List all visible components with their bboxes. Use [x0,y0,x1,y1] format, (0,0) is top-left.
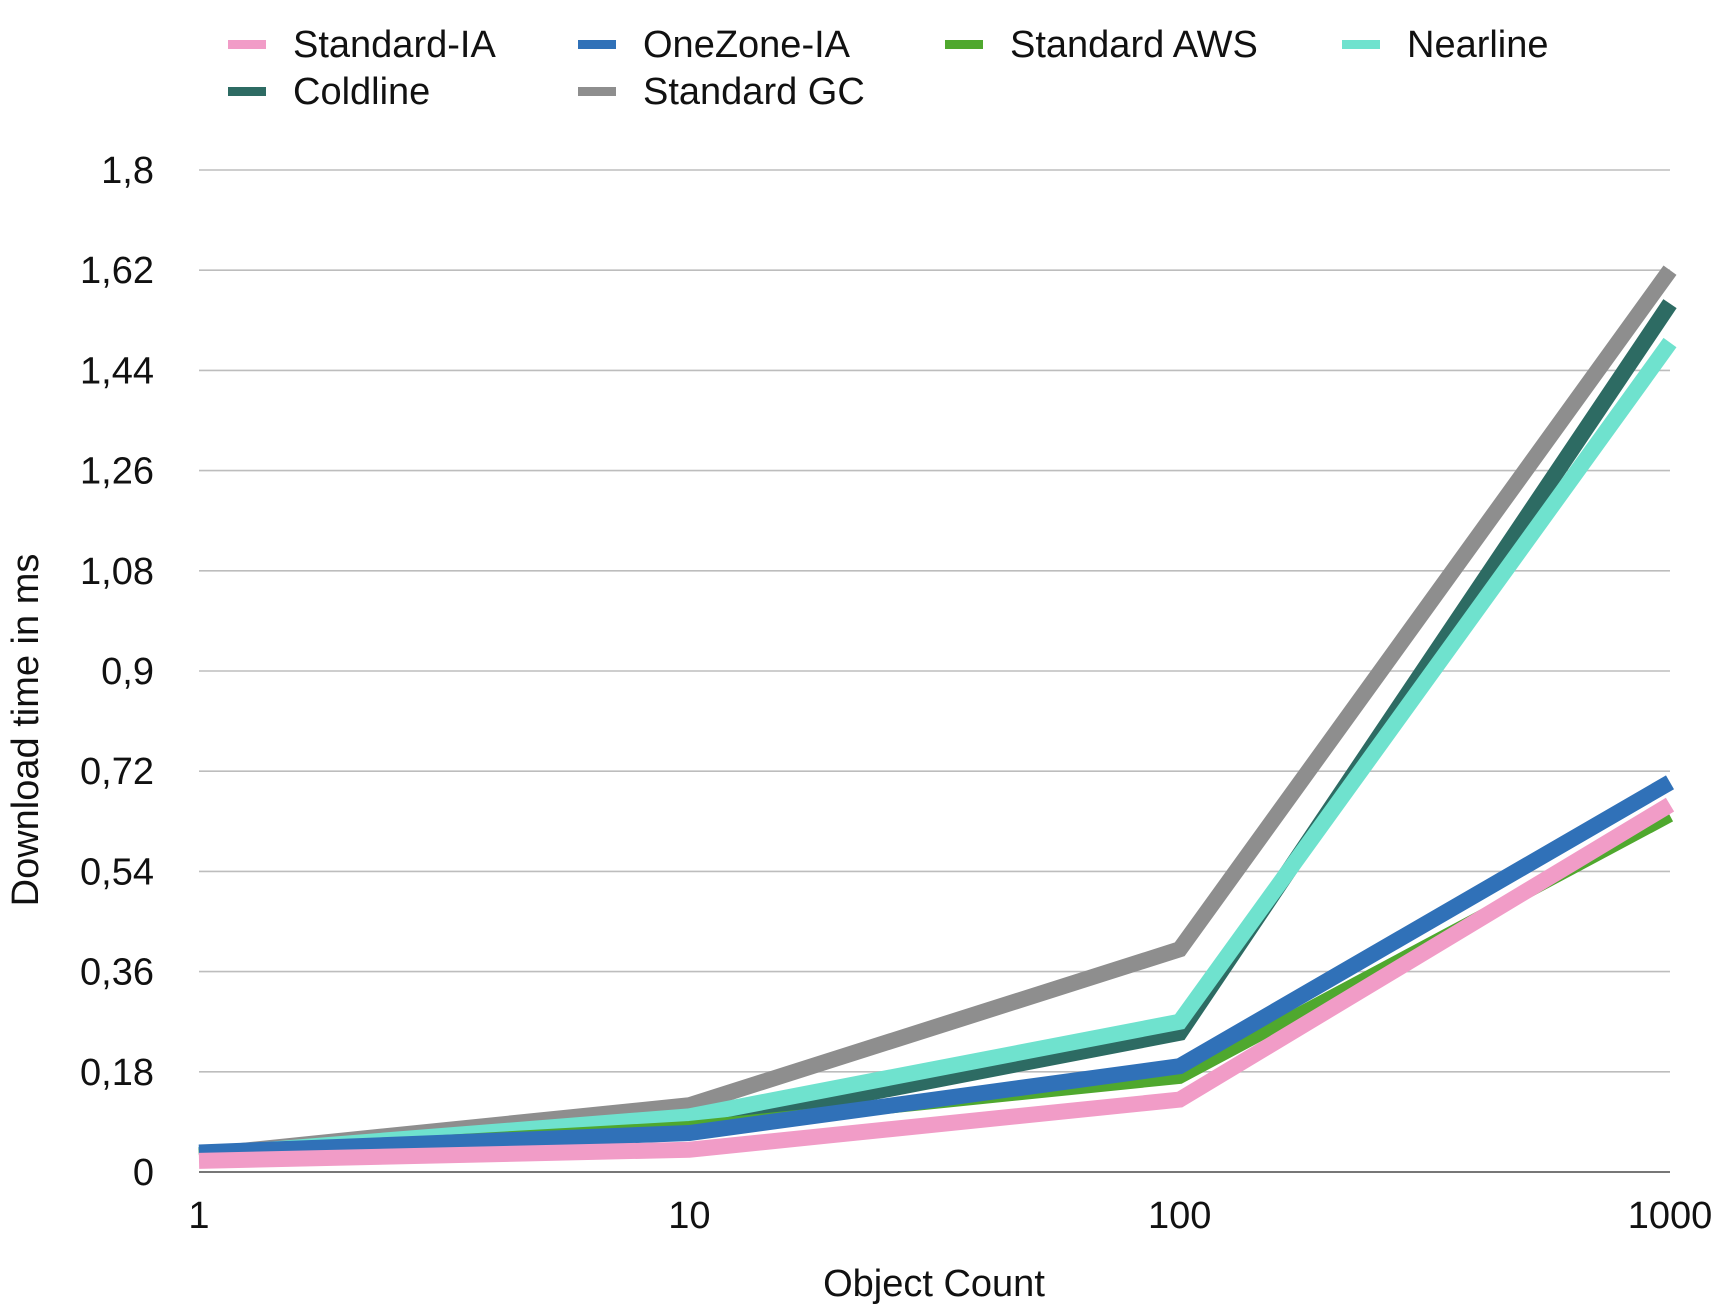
legend-label: Standard AWS [1010,24,1258,66]
legend-swatch [228,40,266,49]
legend-label: Nearline [1407,24,1549,66]
x-tick-label: 100 [1148,1195,1211,1237]
x-tick-label: 10 [668,1195,710,1237]
gridlines [199,169,1670,1173]
y-tick-label: 0,72 [80,751,154,793]
legend-item-coldline: Coldline [228,71,430,113]
y-tick-label: 1,8 [101,150,154,192]
legend-label: Coldline [293,71,430,113]
legend-swatch [1342,40,1380,49]
legend-item-standard-ia: Standard-IA [228,24,496,66]
legend-swatch [228,87,266,96]
y-tick-label: 0,9 [101,651,154,693]
y-axis-ticks: 0 0,18 0,36 0,54 0,72 0,9 1,08 1,26 1,44 1,62 1,8 [80,150,154,1194]
legend-swatch [945,40,983,49]
legend-swatch [578,87,616,96]
x-tick-label: 1 [188,1195,209,1237]
legend: Standard-IA OneZone-IA Standard AWS Nearlin… [228,24,1549,113]
y-tick-label: 1,08 [80,551,154,593]
y-tick-label: 0,36 [80,952,154,994]
legend-item-nearline: Nearline [1342,24,1549,66]
series-line-standard-ia [198,797,1675,1169]
y-tick-label: 1,62 [80,250,154,292]
y-tick-label: 1,44 [80,350,154,392]
series-line-onezone-ia [198,775,1675,1161]
y-tick-label: 0,54 [80,851,154,893]
legend-swatch [578,40,616,49]
y-tick-label: 0,18 [80,1052,154,1094]
y-axis-title: Download time in ms [5,554,47,907]
legend-item-standard-gc: Standard GC [578,71,865,113]
series-lines [198,265,1677,1169]
x-tick-label: 1000 [1628,1195,1713,1237]
legend-label: Standard GC [643,71,865,113]
series-line-standard-gc [198,265,1677,1164]
x-axis-ticks: 1 10 100 1000 [188,1195,1712,1237]
y-tick-label: 0 [133,1152,154,1194]
x-axis-title: Object Count [823,1263,1045,1305]
legend-label: Standard-IA [293,24,496,66]
y-tick-label: 1,26 [80,451,154,493]
legend-item-standard-aws: Standard AWS [945,24,1258,66]
legend-item-onezone-ia: OneZone-IA [578,24,851,66]
legend-label: OneZone-IA [643,24,851,66]
